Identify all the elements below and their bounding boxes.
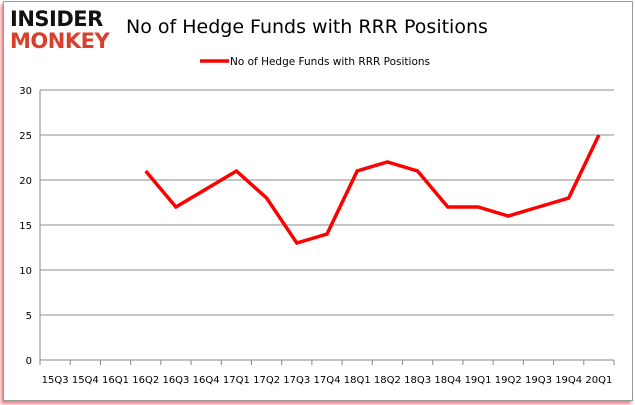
insider-monkey-logo: INSIDER MONKEY (10, 7, 111, 53)
logo-line2: MONKEY (10, 29, 110, 53)
x-tick-label: 16Q4 (193, 375, 220, 386)
x-tick-label: 19Q1 (465, 375, 492, 386)
x-tick-label: 16Q1 (102, 375, 129, 386)
x-tick-label: 15Q4 (72, 375, 99, 386)
chart-title: No of Hedge Funds with RRR Positions (126, 16, 488, 38)
x-tick-label: 19Q4 (555, 375, 582, 386)
x-tick-label: 15Q3 (42, 375, 69, 386)
x-tick-label: 19Q3 (525, 375, 552, 386)
x-tick-label: 18Q2 (374, 375, 401, 386)
y-tick-label: 30 (19, 86, 32, 97)
x-tick-label: 17Q3 (283, 375, 310, 386)
y-tick-label: 20 (19, 176, 32, 187)
x-tick-label: 17Q4 (314, 375, 341, 386)
chart-frame (3, 1, 633, 401)
logo-line1: INSIDER (10, 7, 103, 31)
y-tick-label: 0 (26, 356, 32, 367)
x-tick-label: 17Q1 (223, 375, 250, 386)
y-tick-label: 15 (19, 221, 32, 232)
legend: No of Hedge Funds with RRR Positions (200, 56, 430, 68)
legend-label: No of Hedge Funds with RRR Positions (230, 56, 430, 68)
y-tick-label: 25 (19, 131, 32, 142)
x-tick-label: 16Q2 (132, 375, 159, 386)
y-tick-label: 10 (19, 266, 32, 277)
x-tick-label: 18Q4 (434, 375, 461, 386)
x-tick-label: 18Q3 (404, 375, 431, 386)
series-line (144, 134, 601, 246)
x-tick-label: 18Q1 (344, 375, 371, 386)
x-tick-label: 19Q2 (495, 375, 522, 386)
y-tick-label: 5 (26, 311, 32, 322)
x-tick-label: 20Q1 (585, 375, 612, 386)
x-tick-label: 17Q2 (253, 375, 280, 386)
x-tick-label: 16Q3 (162, 375, 189, 386)
